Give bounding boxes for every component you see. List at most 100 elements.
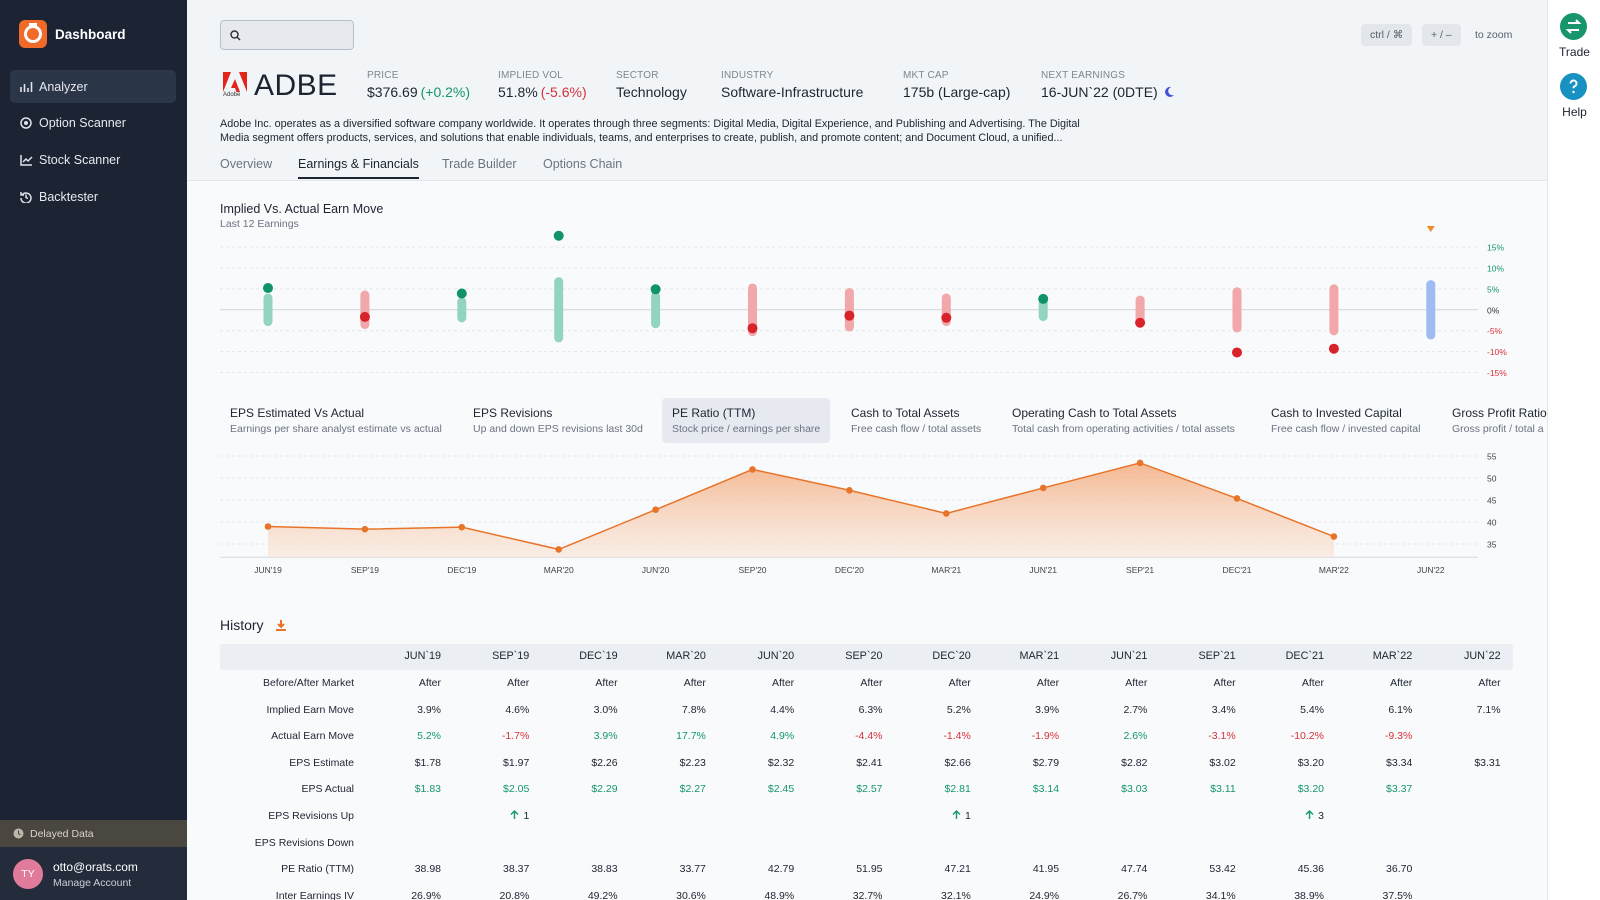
stat-label: IMPLIED VOL	[498, 70, 563, 81]
history-title: History	[220, 617, 264, 633]
table-cell: 47.21	[887, 863, 971, 875]
tab[interactable]: Earnings & Financials	[298, 157, 419, 179]
table-cell: -3.1%	[1152, 730, 1235, 742]
table-cell: After	[1417, 677, 1500, 689]
pe-point	[652, 506, 659, 514]
help-label[interactable]: Help	[1562, 105, 1587, 119]
pe-point	[846, 486, 853, 494]
implied-bar	[1038, 298, 1048, 322]
cell-value: $2.45	[767, 783, 795, 796]
table-cell: 20.8%	[445, 890, 530, 900]
download-icon[interactable]	[275, 619, 287, 632]
stat-value: Software-Infrastructure	[721, 84, 863, 100]
nav-item[interactable]: Stock Scanner	[10, 143, 176, 176]
actual-dot	[1328, 343, 1339, 354]
nav-label: Option Scanner	[39, 116, 126, 131]
column-header: DEC`19	[579, 650, 618, 662]
stat: IMPLIED VOL 51.8% (-5.6%)	[498, 70, 587, 100]
row-label: EPS Actual	[301, 783, 354, 796]
cell-value: After	[1036, 677, 1060, 689]
cell-value: 47.21	[944, 863, 971, 876]
y-tick-label: 45	[1487, 496, 1497, 506]
metric-tab[interactable]: Cash to Invested Capital Free cash flow /…	[1261, 398, 1430, 443]
cell-value: $3.31	[1474, 756, 1501, 769]
header-area	[187, 0, 1547, 181]
clock-icon	[13, 828, 24, 839]
table-cell: $2.45	[710, 783, 794, 795]
manage-account[interactable]: Manage Account	[53, 877, 132, 889]
table-cell: 37.5%	[1328, 890, 1413, 900]
table-cell: -4.4%	[799, 730, 882, 742]
x-tick-label: DEC'21	[1222, 565, 1251, 575]
actual-dot	[941, 312, 952, 323]
table-cell: 3.0%	[534, 704, 618, 716]
zoom-key: + / –	[1422, 24, 1461, 46]
row-label: Actual Earn Move	[271, 730, 354, 743]
nav-item[interactable]: Option Scanner	[10, 107, 176, 140]
cell-value: 48.9%	[764, 889, 795, 900]
table-cell: After	[1063, 677, 1147, 689]
cell-value: 7.1%	[1476, 703, 1501, 716]
table-cell: $1.83	[357, 783, 441, 795]
metric-tab[interactable]: Gross Profit Ratio Gross profit / total a	[1442, 398, 1547, 443]
delayed-text: Delayed Data	[30, 827, 94, 840]
metric-tab[interactable]: PE Ratio (TTM) Stock price / earnings per…	[662, 398, 831, 443]
table-cell: 3.9%	[357, 704, 441, 716]
cell-value: $3.37	[1386, 783, 1413, 796]
table-cell: $3.37	[1328, 783, 1412, 795]
trade-button[interactable]	[1560, 13, 1587, 40]
column-header: DEC`21	[1285, 650, 1324, 662]
cell-value: 5.2%	[417, 730, 441, 743]
nav-icon	[20, 117, 32, 129]
table-cell: After	[1328, 677, 1412, 689]
cell-value: 3.0%	[593, 703, 618, 716]
cell-value: After	[948, 677, 971, 689]
cell-value: $3.11	[1210, 783, 1236, 796]
cell-value: After	[772, 677, 795, 689]
help-icon	[1569, 79, 1578, 94]
table-cell: 17.7%	[622, 730, 706, 742]
sidebar: Dashboard Analyzer Option Scanner Stock Sc…	[0, 0, 187, 900]
metric-tabs: EPS Estimated Vs Actual Earnings per shar…	[0, 0, 1547, 450]
cell-value: 24.9%	[1029, 889, 1060, 900]
cell-value: After	[1213, 677, 1236, 689]
y-tick-label: 35	[1487, 540, 1497, 550]
search-box[interactable]	[220, 20, 354, 50]
cell-value: After	[1301, 677, 1324, 689]
metric-tab[interactable]: EPS Estimated Vs Actual Earnings per shar…	[220, 398, 452, 443]
table-cell: 38.9%	[1240, 890, 1324, 900]
table-cell: $2.29	[534, 783, 618, 796]
metric-tab[interactable]: Operating Cash to Total Assets Total cash…	[1002, 398, 1245, 443]
pe-area	[268, 462, 1334, 558]
pe-point	[943, 510, 950, 517]
zoom-key: ctrl / ⌘	[1361, 24, 1413, 46]
help-button[interactable]	[1560, 73, 1587, 100]
cell-value: -1.9%	[1031, 730, 1060, 743]
cell-value: -9.3%	[1384, 730, 1413, 743]
trade-label[interactable]: Trade	[1559, 45, 1590, 59]
pe-point	[749, 466, 756, 473]
nav-item[interactable]: Analyzer	[10, 70, 176, 103]
cell-value: $2.29	[591, 783, 618, 796]
cell-value: $2.32	[767, 756, 795, 769]
column-header: DEC`20	[932, 650, 971, 662]
user-box[interactable]: TY otto@orats.com Manage Account	[0, 847, 187, 900]
row-label: EPS Estimate	[289, 756, 354, 769]
cell-value: 38.83	[591, 863, 618, 876]
cell-value: $2.79	[1032, 756, 1060, 769]
metric-tab[interactable]: EPS Revisions Up and down EPS revisions l…	[463, 398, 653, 443]
tab[interactable]: Options Chain	[543, 157, 623, 171]
table-cell: After	[357, 677, 441, 689]
stat-value-text: $376.69	[367, 84, 418, 100]
metric-title: Gross Profit Ratio	[1452, 406, 1547, 420]
tab[interactable]: Overview	[220, 157, 273, 171]
y-tick-label: 5%	[1487, 284, 1500, 294]
metric-tab[interactable]: Cash to Total Assets Free cash flow / tot…	[841, 398, 991, 443]
table-cell: 26.9%	[357, 890, 441, 900]
table-cell: $1.78	[357, 757, 441, 769]
nav-item[interactable]: Backtester	[10, 180, 176, 213]
logo-text: Adobe	[223, 92, 241, 98]
tab[interactable]: Trade Builder	[442, 157, 517, 171]
stat: SECTOR Technology	[616, 70, 687, 100]
stat: MKT CAP 175b (Large-cap)	[903, 70, 1010, 100]
